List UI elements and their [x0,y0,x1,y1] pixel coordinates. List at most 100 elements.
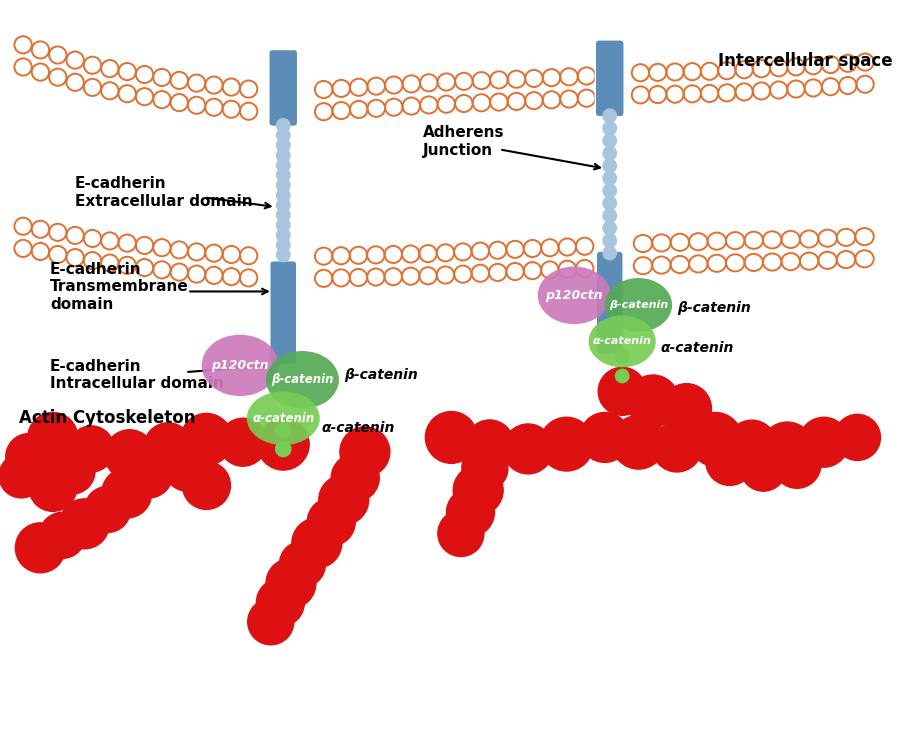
Circle shape [219,419,267,466]
Circle shape [144,423,192,471]
Circle shape [603,196,616,210]
Circle shape [319,475,369,525]
Circle shape [598,368,646,416]
Text: Actin Cytoskeleton: Actin Cytoskeleton [19,410,196,428]
Circle shape [727,420,777,470]
Circle shape [466,420,514,468]
Circle shape [292,518,342,568]
Circle shape [453,465,504,515]
Text: β-catenin: β-catenin [609,300,668,310]
Circle shape [603,221,616,235]
Circle shape [104,430,154,480]
Circle shape [248,598,294,645]
Circle shape [84,487,130,532]
Circle shape [0,454,43,498]
Circle shape [603,209,616,222]
Circle shape [102,468,152,518]
Circle shape [40,512,85,559]
Circle shape [275,441,291,457]
Circle shape [266,559,316,608]
Text: p120ctn: p120ctn [545,289,603,302]
FancyBboxPatch shape [270,261,297,364]
Circle shape [615,369,629,382]
Circle shape [276,218,290,232]
Circle shape [28,413,78,463]
Circle shape [603,122,616,135]
Circle shape [275,422,291,437]
Circle shape [603,246,616,259]
Text: Adherens
Junction: Adherens Junction [422,125,504,158]
Ellipse shape [266,351,339,409]
Circle shape [276,228,290,242]
Circle shape [257,419,310,470]
Circle shape [340,427,390,477]
Text: Intercellular space: Intercellular space [718,52,893,70]
Circle shape [662,384,711,433]
FancyBboxPatch shape [269,50,298,126]
Circle shape [276,128,290,142]
Text: α-catenin: α-catenin [322,421,395,435]
Circle shape [276,139,290,152]
Circle shape [256,578,304,626]
Text: β-catenin: β-catenin [344,368,418,382]
Circle shape [29,464,77,512]
Circle shape [68,426,115,472]
Text: p120ctn: p120ctn [212,359,269,372]
FancyBboxPatch shape [595,40,624,117]
Circle shape [603,184,616,197]
Circle shape [279,541,325,587]
Text: β-catenin: β-catenin [272,374,334,386]
Circle shape [799,417,849,467]
Circle shape [180,413,232,465]
Circle shape [59,499,109,549]
Circle shape [760,422,814,476]
Circle shape [462,445,508,491]
Circle shape [603,234,616,248]
Circle shape [276,188,290,202]
FancyBboxPatch shape [596,251,623,355]
Circle shape [688,413,742,466]
Ellipse shape [589,316,656,368]
Circle shape [144,423,192,471]
Circle shape [773,440,821,488]
Circle shape [276,169,290,182]
Circle shape [276,238,290,252]
Circle shape [834,414,881,460]
Circle shape [627,375,679,427]
Circle shape [125,450,173,498]
Circle shape [603,146,616,160]
Circle shape [438,511,484,556]
Text: α-catenin: α-catenin [252,412,314,424]
Circle shape [740,445,786,491]
Circle shape [276,158,290,172]
Circle shape [164,445,211,491]
Text: α-catenin: α-catenin [593,337,651,346]
Circle shape [580,413,630,463]
Circle shape [540,417,593,471]
Circle shape [308,498,355,546]
Circle shape [615,350,629,364]
Circle shape [425,412,477,464]
Circle shape [603,109,616,122]
Circle shape [603,172,616,185]
Circle shape [6,433,52,480]
Ellipse shape [247,392,320,445]
Circle shape [276,148,290,162]
Text: E-cadherin
Transmembrane
domain: E-cadherin Transmembrane domain [50,262,188,311]
Circle shape [276,248,290,262]
Ellipse shape [538,266,611,324]
Circle shape [276,118,290,132]
Circle shape [612,416,665,469]
Circle shape [276,178,290,192]
Text: E-cadherin
Extracellular domain: E-cadherin Extracellular domain [75,176,252,209]
Circle shape [182,461,230,509]
Circle shape [276,209,290,222]
Circle shape [276,199,290,211]
Text: β-catenin: β-catenin [677,301,750,315]
Circle shape [16,523,66,573]
Circle shape [603,134,616,148]
Circle shape [603,159,616,172]
Circle shape [49,448,95,494]
Circle shape [706,437,754,485]
Circle shape [466,420,514,468]
